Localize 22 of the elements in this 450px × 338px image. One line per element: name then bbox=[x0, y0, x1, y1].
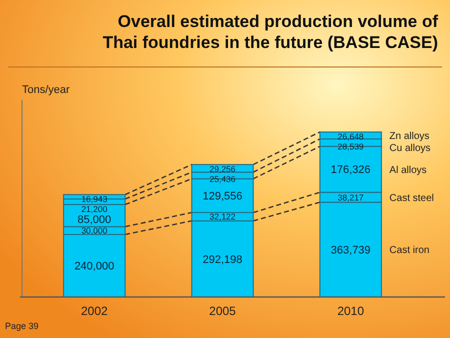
data-label: 30,000 bbox=[81, 226, 108, 236]
series-label: Zn alloys bbox=[389, 130, 430, 142]
series-label: Al alloys bbox=[389, 164, 427, 176]
data-label: 38,217 bbox=[338, 192, 364, 202]
data-label: 85,000 bbox=[78, 214, 112, 226]
chart-title: Overall estimated production volume of Thai foundries in the future (BASE CASE) bbox=[102, 12, 438, 52]
data-label: 129,556 bbox=[202, 190, 242, 202]
series-label: Cast steel bbox=[389, 192, 434, 204]
data-label: 363,739 bbox=[330, 244, 371, 256]
data-label: 292,198 bbox=[202, 254, 242, 266]
data-label: 240,000 bbox=[74, 260, 114, 273]
x-tick-label: 2005 bbox=[209, 304, 236, 318]
series-label: Cast iron bbox=[389, 245, 430, 256]
x-tick-label: 2010 bbox=[337, 304, 364, 318]
y-axis-title: Tons/year bbox=[22, 84, 70, 96]
series-label: Cu alloys bbox=[389, 142, 431, 154]
data-label: 32,122 bbox=[210, 212, 236, 222]
data-label: 21,200 bbox=[81, 204, 108, 214]
text: Page 39 bbox=[5, 321, 39, 331]
x-tick-label: 2002 bbox=[80, 304, 108, 318]
data-label: 29,256 bbox=[210, 164, 236, 174]
data-label: 176,326 bbox=[330, 164, 371, 176]
